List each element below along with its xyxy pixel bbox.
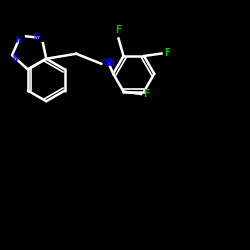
Text: N: N [12, 54, 17, 64]
Text: F: F [144, 89, 149, 99]
Text: N: N [33, 34, 38, 42]
Text: F: F [116, 25, 121, 35]
Text: NH: NH [104, 58, 116, 68]
Text: F: F [164, 48, 170, 58]
Text: N: N [16, 36, 21, 45]
